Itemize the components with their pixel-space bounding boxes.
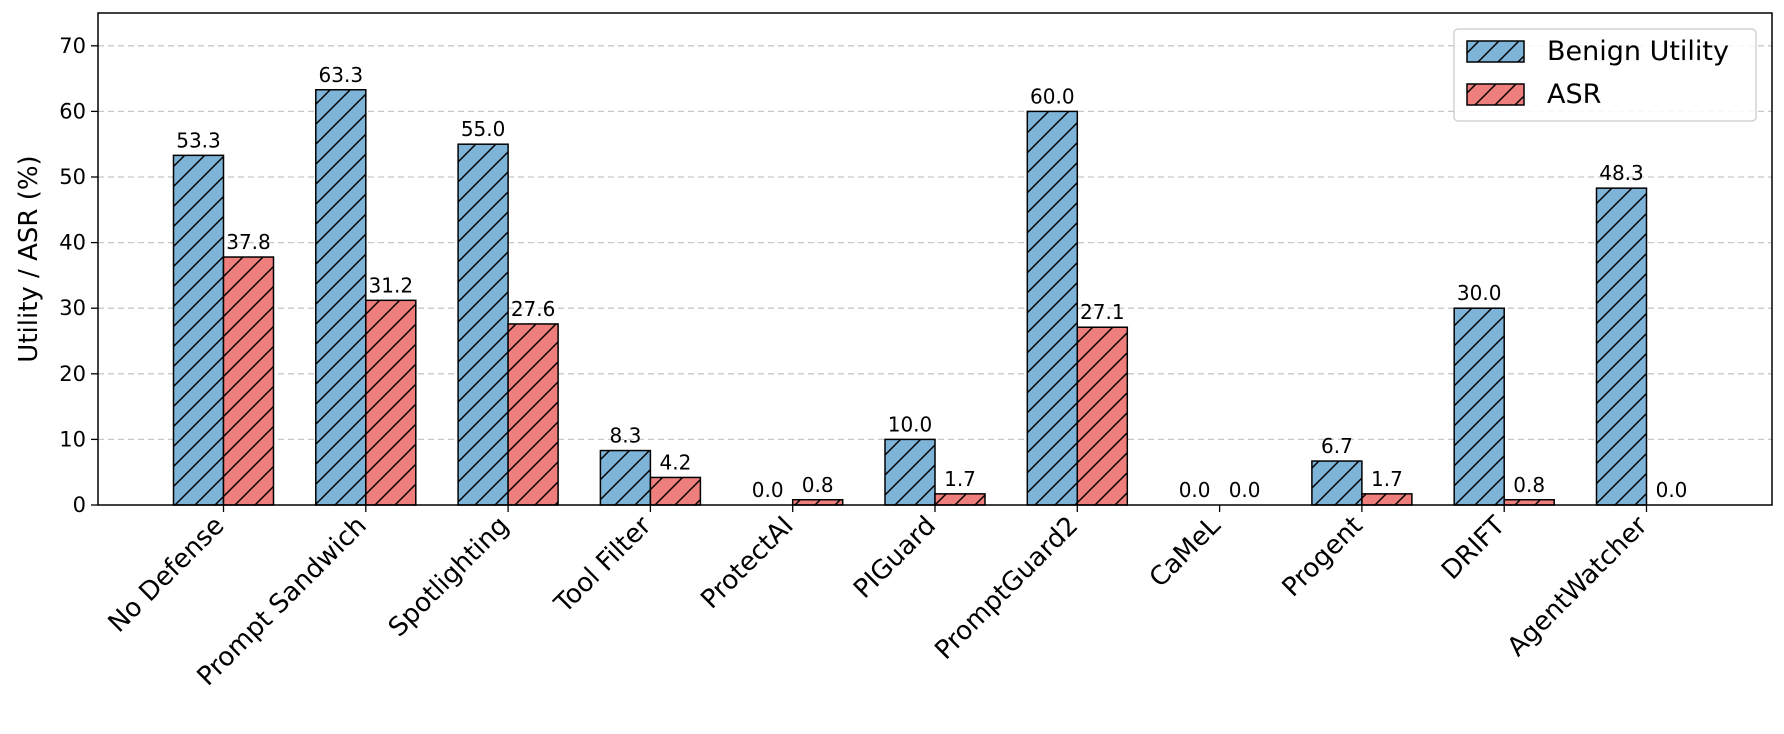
bar-value-label: 8.3 [609,424,641,448]
bar-benign-utility [315,89,367,506]
y-tick-label: 40 [59,231,86,255]
bar-value-label: 37.8 [226,230,271,254]
x-tick-label: DRIFT [1436,511,1511,586]
bar-value-label: 1.7 [944,467,976,491]
bar-value-label: 60.0 [1030,84,1075,108]
bar-value-label: 30.0 [1457,281,1502,305]
bar-value-label: 31.2 [369,273,414,297]
x-tick-label: Progent [1277,511,1369,603]
bar-asr [507,323,559,506]
bar-value-label: 53.3 [176,128,221,152]
legend-label: Benign Utility [1547,36,1729,67]
bar-benign-utility [1026,110,1079,506]
y-tick-label: 30 [59,296,86,320]
bar-benign-utility [884,438,936,506]
bar-benign-utility [1595,187,1648,506]
y-tick-label: 10 [59,427,86,451]
x-tick-label: PromptGuard2 [929,511,1084,666]
y-tick-label: 20 [59,362,86,386]
x-tick-label: No Defense [103,511,231,639]
bar-benign-utility [457,143,509,506]
bar-value-label: 55.0 [461,117,506,141]
bar-value-label: 27.1 [1080,300,1125,324]
bar-asr [791,499,844,506]
bar-benign-utility [172,154,225,506]
bar-benign-utility [599,449,652,506]
bar-asr [365,299,417,506]
legend-swatch [1466,83,1525,106]
y-axis: 0 10 20 30 40 50 60 70 [59,34,98,517]
bar-benign-utility [1453,307,1505,506]
bar-value-label: 0.0 [752,478,784,502]
bar-asr [1076,326,1129,506]
bar-value-label: 0.0 [1656,478,1688,502]
legend-box [1453,28,1757,122]
y-tick-label: 50 [59,165,86,189]
bar-value-label: 0.8 [802,473,834,497]
bar-asr [222,256,275,506]
bar-value-label: 6.7 [1321,434,1353,458]
x-tick-label: AgentWatcher [1502,511,1654,663]
y-tick-label: 0 [73,493,86,517]
x-tick-label: ProtectAI [695,511,799,615]
bar-value-label: 1.7 [1371,467,1403,491]
legend-label: ASR [1547,79,1601,110]
bar-asr [1361,493,1413,506]
legend: Benign Utility ASR [1453,28,1757,122]
y-axis-label: Utility / ASR (%) [14,155,44,362]
bar-asr [1503,499,1555,506]
bars [172,89,1648,506]
bar-value-label: 0.8 [1513,473,1545,497]
x-tick-label: PIGuard [848,511,942,605]
bar-asr [934,493,986,506]
y-tick-label: 60 [59,99,86,123]
x-tick-label: Spotlighting [383,511,515,643]
bar-value-label: 27.6 [511,297,556,321]
bar-benign-utility [1311,460,1363,506]
bar-value-label: 0.0 [1229,478,1261,502]
bar-value-label: 63.3 [319,63,364,87]
x-tick-label: CaMeL [1144,510,1227,593]
x-tick-label: Tool Filter [548,511,657,620]
legend-swatch [1466,40,1525,63]
bar-value-label: 48.3 [1599,161,1644,185]
bar-value-label: 4.2 [659,450,691,474]
bar-value-label: 10.0 [888,412,933,436]
value-labels: 53.3 37.8 63.3 31.2 55.0 27.6 8.3 4.2 0.0 0.8 10.0… [176,63,1687,502]
y-tick-label: 70 [59,34,86,58]
bar-value-label: 0.0 [1179,478,1211,502]
bar-asr [649,476,702,506]
